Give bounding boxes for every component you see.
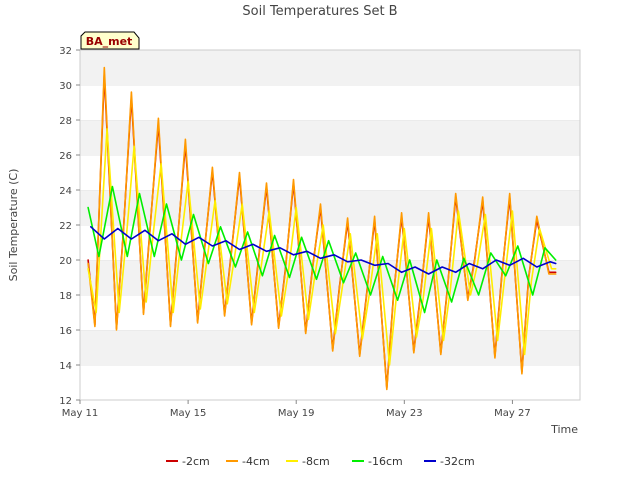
y-tick-label: 18 <box>59 291 72 302</box>
series-line--32cm <box>90 226 557 275</box>
y-tick-label: 32 <box>59 46 72 57</box>
y-tick-label: 16 <box>59 326 72 337</box>
chart-title: Soil Temperatures Set B <box>242 4 397 19</box>
x-axis-label: Time <box>550 423 578 436</box>
x-axis: May 11 May 15 May 19 May 23 May 27 <box>62 400 531 419</box>
site-badge-label: BA_met <box>86 35 133 48</box>
legend: -2cm -4cm -8cm -16cm -32cm <box>166 455 475 468</box>
grid-band <box>80 50 580 85</box>
y-tick-label: 28 <box>59 116 72 127</box>
series-line--8cm <box>87 128 557 366</box>
y-tick-label: 30 <box>59 81 72 92</box>
y-tick-label: 20 <box>59 256 72 267</box>
y-tick-label: 12 <box>59 396 72 407</box>
site-badge-shape <box>80 31 140 50</box>
y-tick-label: 22 <box>59 221 72 232</box>
y-axis-label: Soil Temperature (C) <box>7 169 20 282</box>
x-tick-label: May 15 <box>170 408 207 419</box>
y-tick-label: 14 <box>59 361 72 372</box>
x-tick-label: May 27 <box>494 408 531 419</box>
x-tick-label: May 19 <box>278 408 315 419</box>
legend-label: -2cm <box>182 455 210 468</box>
series-line--16cm <box>87 185 557 314</box>
grid-band <box>80 85 580 120</box>
y-tick-label: 26 <box>59 151 72 162</box>
grid-bands <box>80 49 580 400</box>
legend-label: -16cm <box>368 455 403 468</box>
x-tick-label: May 11 <box>62 408 99 419</box>
site-badge: BA_met <box>80 31 140 50</box>
series-lines <box>87 66 557 391</box>
y-axis: 12 14 16 18 20 22 24 26 28 30 32 <box>59 46 80 407</box>
legend-label: -8cm <box>302 455 330 468</box>
grid-band <box>80 365 580 400</box>
legend-label: -4cm <box>242 455 270 468</box>
legend-label: -32cm <box>440 455 475 468</box>
x-tick-label: May 23 <box>386 408 423 419</box>
series-line--4cm <box>87 66 557 391</box>
grid-band <box>80 330 580 365</box>
y-tick-label: 24 <box>59 186 72 197</box>
grid-band <box>80 120 580 155</box>
